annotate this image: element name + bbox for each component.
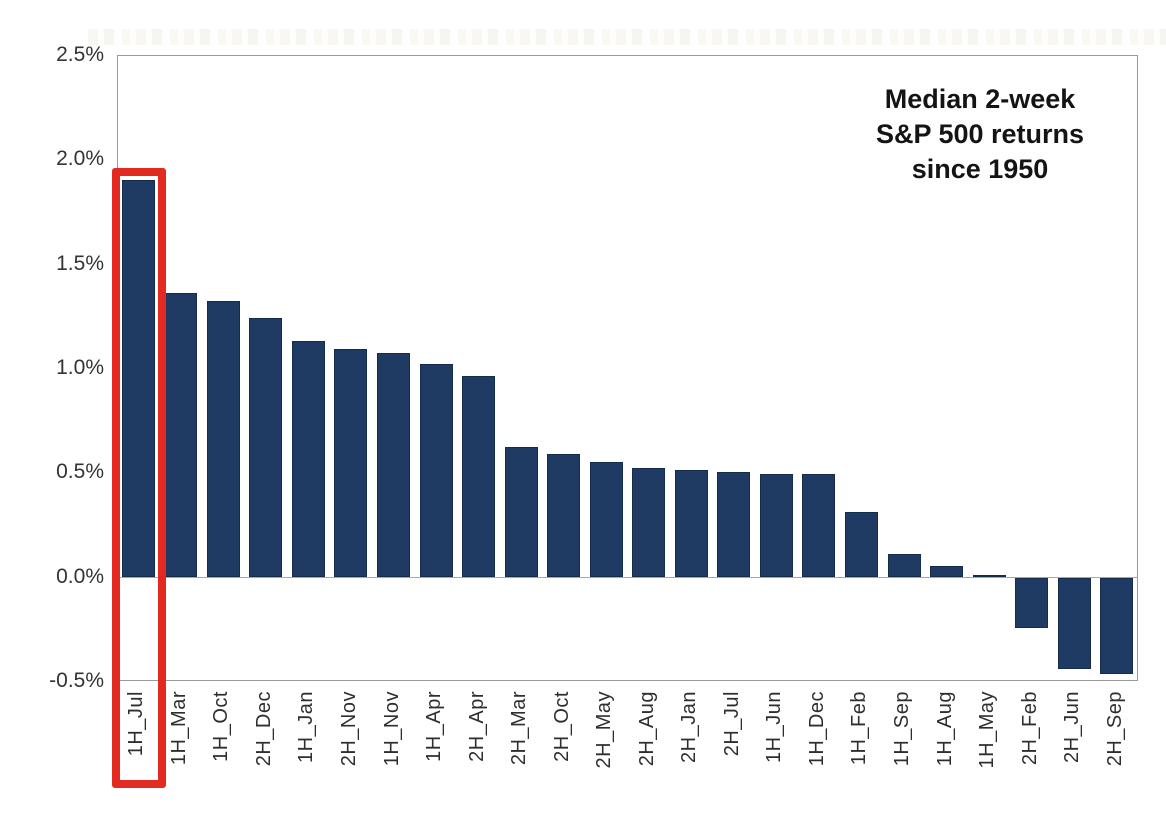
bar-2H_Mar [504, 447, 538, 577]
chart-title-line: Median 2-week [884, 84, 1076, 114]
x-tick-label-1H_Oct: 1H_Oct [210, 691, 233, 762]
x-tick-label-2H_May: 2H_May [593, 691, 616, 769]
bar-2H_Aug [632, 468, 666, 577]
x-tick-label-2H_Nov: 2H_Nov [337, 691, 360, 767]
x-tick-label-1H_Apr: 1H_Apr [423, 691, 446, 762]
plot-area [117, 55, 1138, 681]
y-tick-label-2.0%: 2.0% [56, 147, 104, 171]
bar-1H_Feb [844, 511, 878, 577]
zero-baseline [117, 577, 1138, 578]
bar-1H_Mar [164, 292, 198, 577]
bar-2H_Sep [1100, 577, 1134, 674]
x-tick-label-1H_Aug: 1H_Aug [933, 691, 956, 767]
bar-2H_Dec [249, 317, 283, 577]
y-tick-label-0.0%: 0.0% [56, 564, 104, 588]
x-tick-label-1H_Jan: 1H_Jan [295, 691, 318, 763]
bar-1H_Sep [887, 553, 921, 577]
x-tick-label-1H_May: 1H_May [976, 691, 999, 769]
x-tick-label-1H_Sep: 1H_Sep [891, 691, 914, 767]
x-tick-label-2H_Jun: 2H_Jun [1061, 691, 1084, 763]
bar-1H_May [972, 574, 1006, 577]
bar-1H_Apr [419, 363, 453, 577]
x-tick-label-2H_Feb: 2H_Feb [1018, 691, 1041, 766]
y-tick-label-2.5%: 2.5% [56, 43, 104, 66]
highlight-box [112, 168, 166, 788]
cropped-text-artifact [88, 29, 1166, 45]
y-tick-label-0.5%: 0.5% [56, 460, 104, 484]
x-tick-label-1H_Nov: 1H_Nov [380, 691, 403, 767]
x-tick-label-2H_Oct: 2H_Oct [550, 691, 573, 762]
bar-2H_Apr [462, 376, 496, 577]
chart-title: Median 2-week S&P 500 returns since 1950 [820, 82, 1140, 187]
x-tick-label-2H_Jan: 2H_Jan [678, 691, 701, 763]
bar-2H_Feb [1015, 577, 1049, 628]
bar-1H_Aug [930, 566, 964, 577]
bar-1H_Jul [121, 180, 155, 577]
y-tick-label-1.0%: 1.0% [56, 356, 104, 379]
x-tick-label-2H_Aug: 2H_Aug [635, 691, 658, 767]
bar-1H_Nov [377, 353, 411, 577]
bar-1H_Oct [206, 301, 240, 577]
x-tick-label-2H_Dec: 2H_Dec [252, 691, 275, 767]
chart-title-line: S&P 500 returns [875, 119, 1085, 149]
x-tick-label-2H_Jul: 2H_Jul [720, 691, 743, 757]
bar-2H_Jun [1057, 577, 1091, 670]
chart-title-line: since 1950 [911, 154, 1049, 184]
bar-2H_May [589, 461, 623, 577]
bar-1H_Dec [802, 474, 836, 577]
bar-2H_Jan [674, 470, 708, 577]
bar-2H_Jul [717, 472, 751, 577]
x-tick-label-2H_Sep: 2H_Sep [1103, 691, 1126, 767]
y-tick-label--0.5%: -0.5% [49, 669, 104, 692]
bar-2H_Oct [547, 453, 581, 577]
bar-1H_Jun [759, 474, 793, 577]
x-tick-label-1H_Feb: 1H_Feb [848, 691, 871, 766]
y-tick-label-1.5%: 1.5% [56, 251, 104, 275]
bar-2H_Nov [334, 349, 368, 577]
x-tick-label-2H_Mar: 2H_Mar [508, 691, 531, 766]
x-tick-label-1H_Mar: 1H_Mar [167, 691, 190, 766]
x-tick-label-1H_Dec: 1H_Dec [805, 691, 828, 767]
bar-1H_Jan [291, 340, 325, 577]
x-tick-label-2H_Apr: 2H_Apr [465, 691, 488, 762]
x-tick-label-1H_Jun: 1H_Jun [763, 691, 786, 763]
